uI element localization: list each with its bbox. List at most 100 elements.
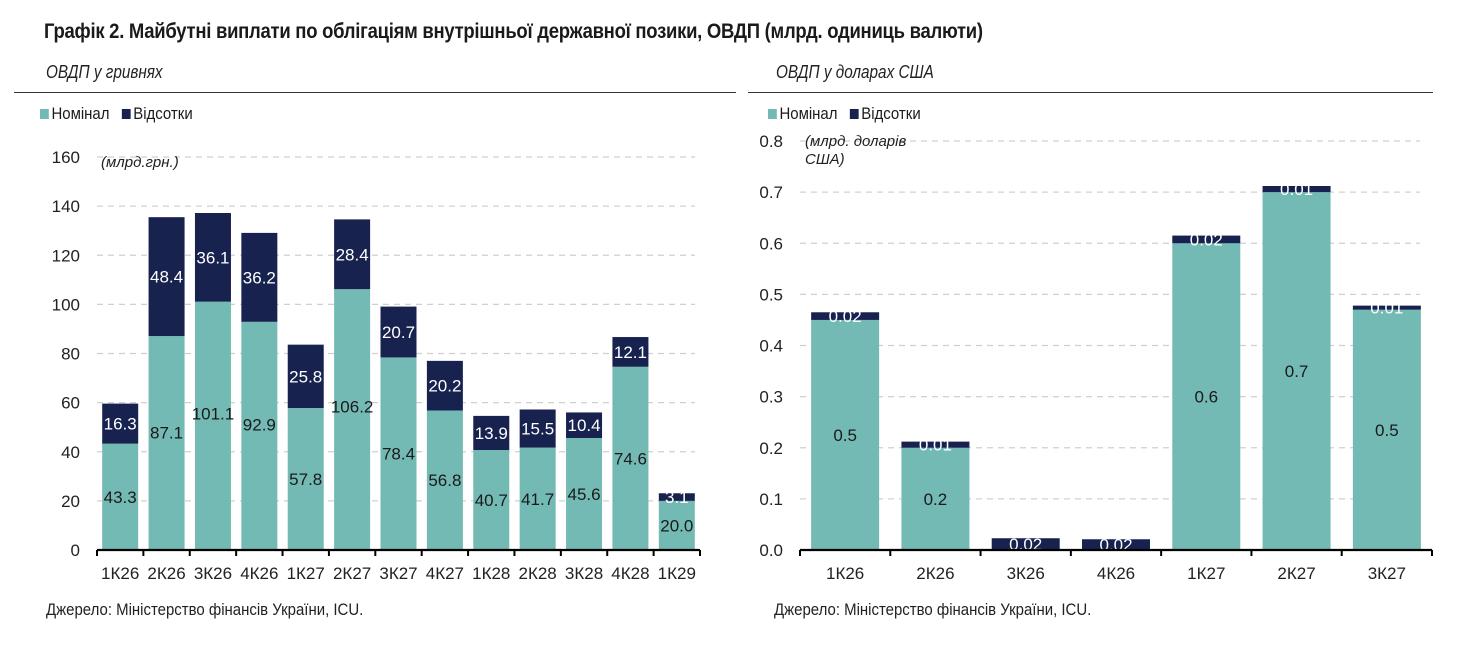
bar-nominal bbox=[287, 408, 324, 550]
right-title-rule bbox=[748, 92, 1433, 93]
bar-label-nominal: 92.9 bbox=[243, 415, 276, 434]
bar-interest bbox=[811, 312, 880, 320]
bar-label-interest: 0.01 bbox=[1370, 299, 1403, 318]
nominal-swatch-icon bbox=[768, 109, 777, 119]
bar-interest bbox=[658, 493, 695, 501]
bar-label-nominal: 87.1 bbox=[150, 423, 183, 442]
x-tick-label: 2К27 bbox=[1277, 564, 1315, 583]
bar-group: 74.6 12.1 bbox=[612, 337, 649, 550]
bar-interest bbox=[991, 538, 1060, 550]
bar-label-interest: 0.02 bbox=[1009, 535, 1042, 554]
x-tick-label: 2К26 bbox=[916, 564, 954, 583]
bar-nominal bbox=[102, 443, 139, 550]
x-tick-label: 1К26 bbox=[101, 564, 139, 583]
bar-label-nominal: 0.2 bbox=[924, 490, 948, 509]
bar-label-nominal: 0.6 bbox=[1194, 388, 1218, 407]
x-tick-label: 4К26 bbox=[1097, 564, 1135, 583]
y-tick-label: 0.5 bbox=[759, 285, 783, 304]
y-tick-label: 0.2 bbox=[759, 439, 783, 458]
x-tick-label: 3К28 bbox=[565, 564, 603, 583]
bar-label-nominal: 0.7 bbox=[1285, 362, 1309, 381]
bar-interest bbox=[473, 415, 510, 451]
x-tick-label: 3К27 bbox=[1368, 564, 1406, 583]
interest-swatch-icon bbox=[849, 109, 859, 119]
y-tick-label: 0.6 bbox=[759, 234, 783, 253]
bar-interest bbox=[287, 344, 324, 409]
bar-nominal bbox=[901, 447, 970, 550]
legend-label-nominal: Номінал bbox=[779, 104, 838, 123]
right-chart-legend: Номінал Відсотки bbox=[768, 104, 921, 124]
legend-item-interest: Відсотки bbox=[121, 104, 193, 124]
bar-label-nominal: 20.0 bbox=[660, 516, 693, 535]
bar-nominal bbox=[519, 447, 556, 550]
bar-label-interest: 13.9 bbox=[475, 424, 508, 443]
bar-label-interest: 48.4 bbox=[150, 268, 183, 287]
bar-label-nominal: 78.4 bbox=[382, 445, 415, 464]
bar-group: 56.8 20.2 bbox=[426, 360, 463, 550]
bar-group: 0.02 bbox=[991, 535, 1060, 554]
y-tick-label: 0.1 bbox=[759, 490, 783, 509]
y-tick-label: 0 bbox=[71, 541, 80, 560]
y-tick-label: 120 bbox=[52, 246, 80, 265]
bar-label-interest: 36.1 bbox=[196, 248, 229, 267]
bar-label-nominal: 101.1 bbox=[192, 404, 235, 423]
legend-item-nominal: Номінал bbox=[768, 104, 837, 124]
bar-group: 43.3 16.3 bbox=[102, 403, 139, 550]
bar-group: 45.6 10.4 bbox=[566, 412, 603, 550]
x-tick-label: 1К26 bbox=[826, 564, 864, 583]
bar-label-interest: 0.02 bbox=[1190, 230, 1223, 249]
bar-label-interest: 20.7 bbox=[382, 323, 415, 342]
right-chart-source: Джерело: Міністерство фінансів України, … bbox=[774, 600, 1092, 619]
x-tick-label: 4К26 bbox=[240, 564, 278, 583]
bar-group: 87.1 48.4 bbox=[148, 217, 185, 550]
bar-label-interest: 0.02 bbox=[829, 307, 862, 326]
legend-item-nominal: Номінал bbox=[40, 104, 109, 124]
figure-title: Графік 2. Майбутні виплати по облігаціям… bbox=[44, 20, 983, 43]
y-tick-label: 0.8 bbox=[759, 132, 783, 151]
bar-label-nominal: 56.8 bbox=[428, 471, 461, 490]
x-tick-label: 3К26 bbox=[1007, 564, 1045, 583]
bar-interest bbox=[194, 213, 231, 302]
bar-group: 41.7 15.5 bbox=[519, 409, 556, 550]
y-tick-label: 160 bbox=[52, 148, 80, 167]
right-chart: 0.0 0.1 0.2 0.3 0.4 0.5 0.6 0.7 0.8 (млрд. доларі… bbox=[759, 132, 1433, 583]
bar-group: 0.02 bbox=[1082, 536, 1150, 555]
x-tick-label: 1К28 bbox=[472, 564, 510, 583]
x-tick-label: 1К27 bbox=[1187, 564, 1225, 583]
bar-nominal bbox=[612, 366, 649, 550]
bar-label-nominal: 40.7 bbox=[475, 491, 508, 510]
bar-label-interest: 28.4 bbox=[336, 245, 369, 264]
bar-nominal bbox=[194, 301, 231, 550]
bar-label-nominal: 74.6 bbox=[614, 449, 647, 468]
legend-label-interest: Відсотки bbox=[861, 104, 921, 123]
x-tick-label: 2К27 bbox=[333, 564, 371, 583]
unit-label: (млрд. доларів bbox=[805, 133, 906, 150]
bar-nominal bbox=[1352, 309, 1421, 550]
bar-interest bbox=[1262, 185, 1331, 193]
unit-label: (млрд.грн.) bbox=[101, 154, 179, 171]
bar-group: 0.5 0.01 bbox=[1352, 299, 1421, 550]
bar-group: 106.2 28.4 bbox=[331, 219, 373, 550]
bar-label-nominal: 43.3 bbox=[104, 488, 137, 507]
bar-nominal bbox=[1262, 192, 1331, 550]
bar-group: 0.5 0.02 bbox=[811, 307, 880, 550]
bar-interest bbox=[334, 219, 371, 290]
bar-label-interest: 15.5 bbox=[521, 420, 554, 439]
bar-label-interest: 16.3 bbox=[104, 415, 137, 434]
bar-group: 0.7 0.01 bbox=[1262, 180, 1331, 550]
y-tick-label: 100 bbox=[52, 295, 80, 314]
x-tick-label: 2К26 bbox=[147, 564, 185, 583]
bar-interest bbox=[102, 403, 139, 444]
bar-interest bbox=[148, 217, 185, 337]
bar-label-interest: 0.01 bbox=[919, 436, 952, 455]
bar-interest bbox=[519, 409, 556, 448]
bar-label-interest: 12.1 bbox=[614, 343, 647, 362]
y-tick-label: 0.4 bbox=[759, 337, 783, 356]
nominal-swatch-icon bbox=[40, 109, 49, 119]
bar-nominal bbox=[426, 410, 463, 550]
x-tick-label: 4К27 bbox=[426, 564, 464, 583]
x-tick-label: 2К28 bbox=[519, 564, 557, 583]
bar-group: 0.2 0.01 bbox=[901, 436, 970, 550]
bar-interest bbox=[612, 337, 649, 367]
